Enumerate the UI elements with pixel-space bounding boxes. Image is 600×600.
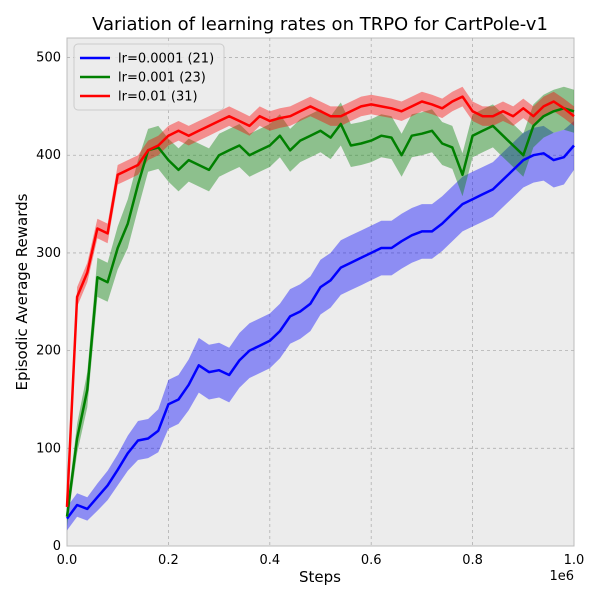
series-line-0: [65, 144, 575, 520]
series-band-0: [67, 121, 574, 531]
y-tick-label: 400: [36, 148, 61, 163]
legend-box: [73, 43, 225, 111]
legend-label-1: lr=0.001 (23): [118, 71, 206, 86]
y-tick-label: 0: [53, 539, 61, 554]
x-axis-ticks: 0.0 0.2 0.4 0.6 0.8 1.0: [57, 553, 585, 568]
x-tick-label: 0.8: [462, 553, 483, 568]
legend-label-2: lr=0.01 (31): [118, 90, 198, 105]
y-axis-label: Episodic Average Rewards: [13, 193, 31, 390]
plot-area: [66, 37, 575, 547]
y-tick-label: 100: [36, 441, 61, 456]
series-line-2: [65, 95, 575, 507]
x-axis-label: Steps: [299, 568, 341, 586]
x-axis-offset-label: 1e6: [549, 569, 574, 584]
series-lines: [65, 95, 575, 520]
y-tick-label: 200: [36, 344, 61, 359]
legend: lr=0.0001 (21) lr=0.001 (23) lr=0.01 (31): [73, 43, 225, 111]
y-axis-ticks: 0 100 200 300 400 500: [36, 51, 61, 554]
legend-label-0: lr=0.0001 (21): [118, 52, 214, 67]
x-tick-label: 0.6: [361, 553, 382, 568]
confidence-bands: [67, 86, 574, 531]
x-tick-label: 1.0: [564, 553, 585, 568]
y-tick-label: 500: [36, 51, 61, 66]
x-tick-label: 0.2: [158, 553, 179, 568]
chart-title: Variation of learning rates on TRPO for …: [92, 14, 548, 35]
x-tick-label: 0.0: [57, 553, 78, 568]
x-tick-label: 0.4: [259, 553, 280, 568]
y-tick-label: 300: [36, 246, 61, 261]
